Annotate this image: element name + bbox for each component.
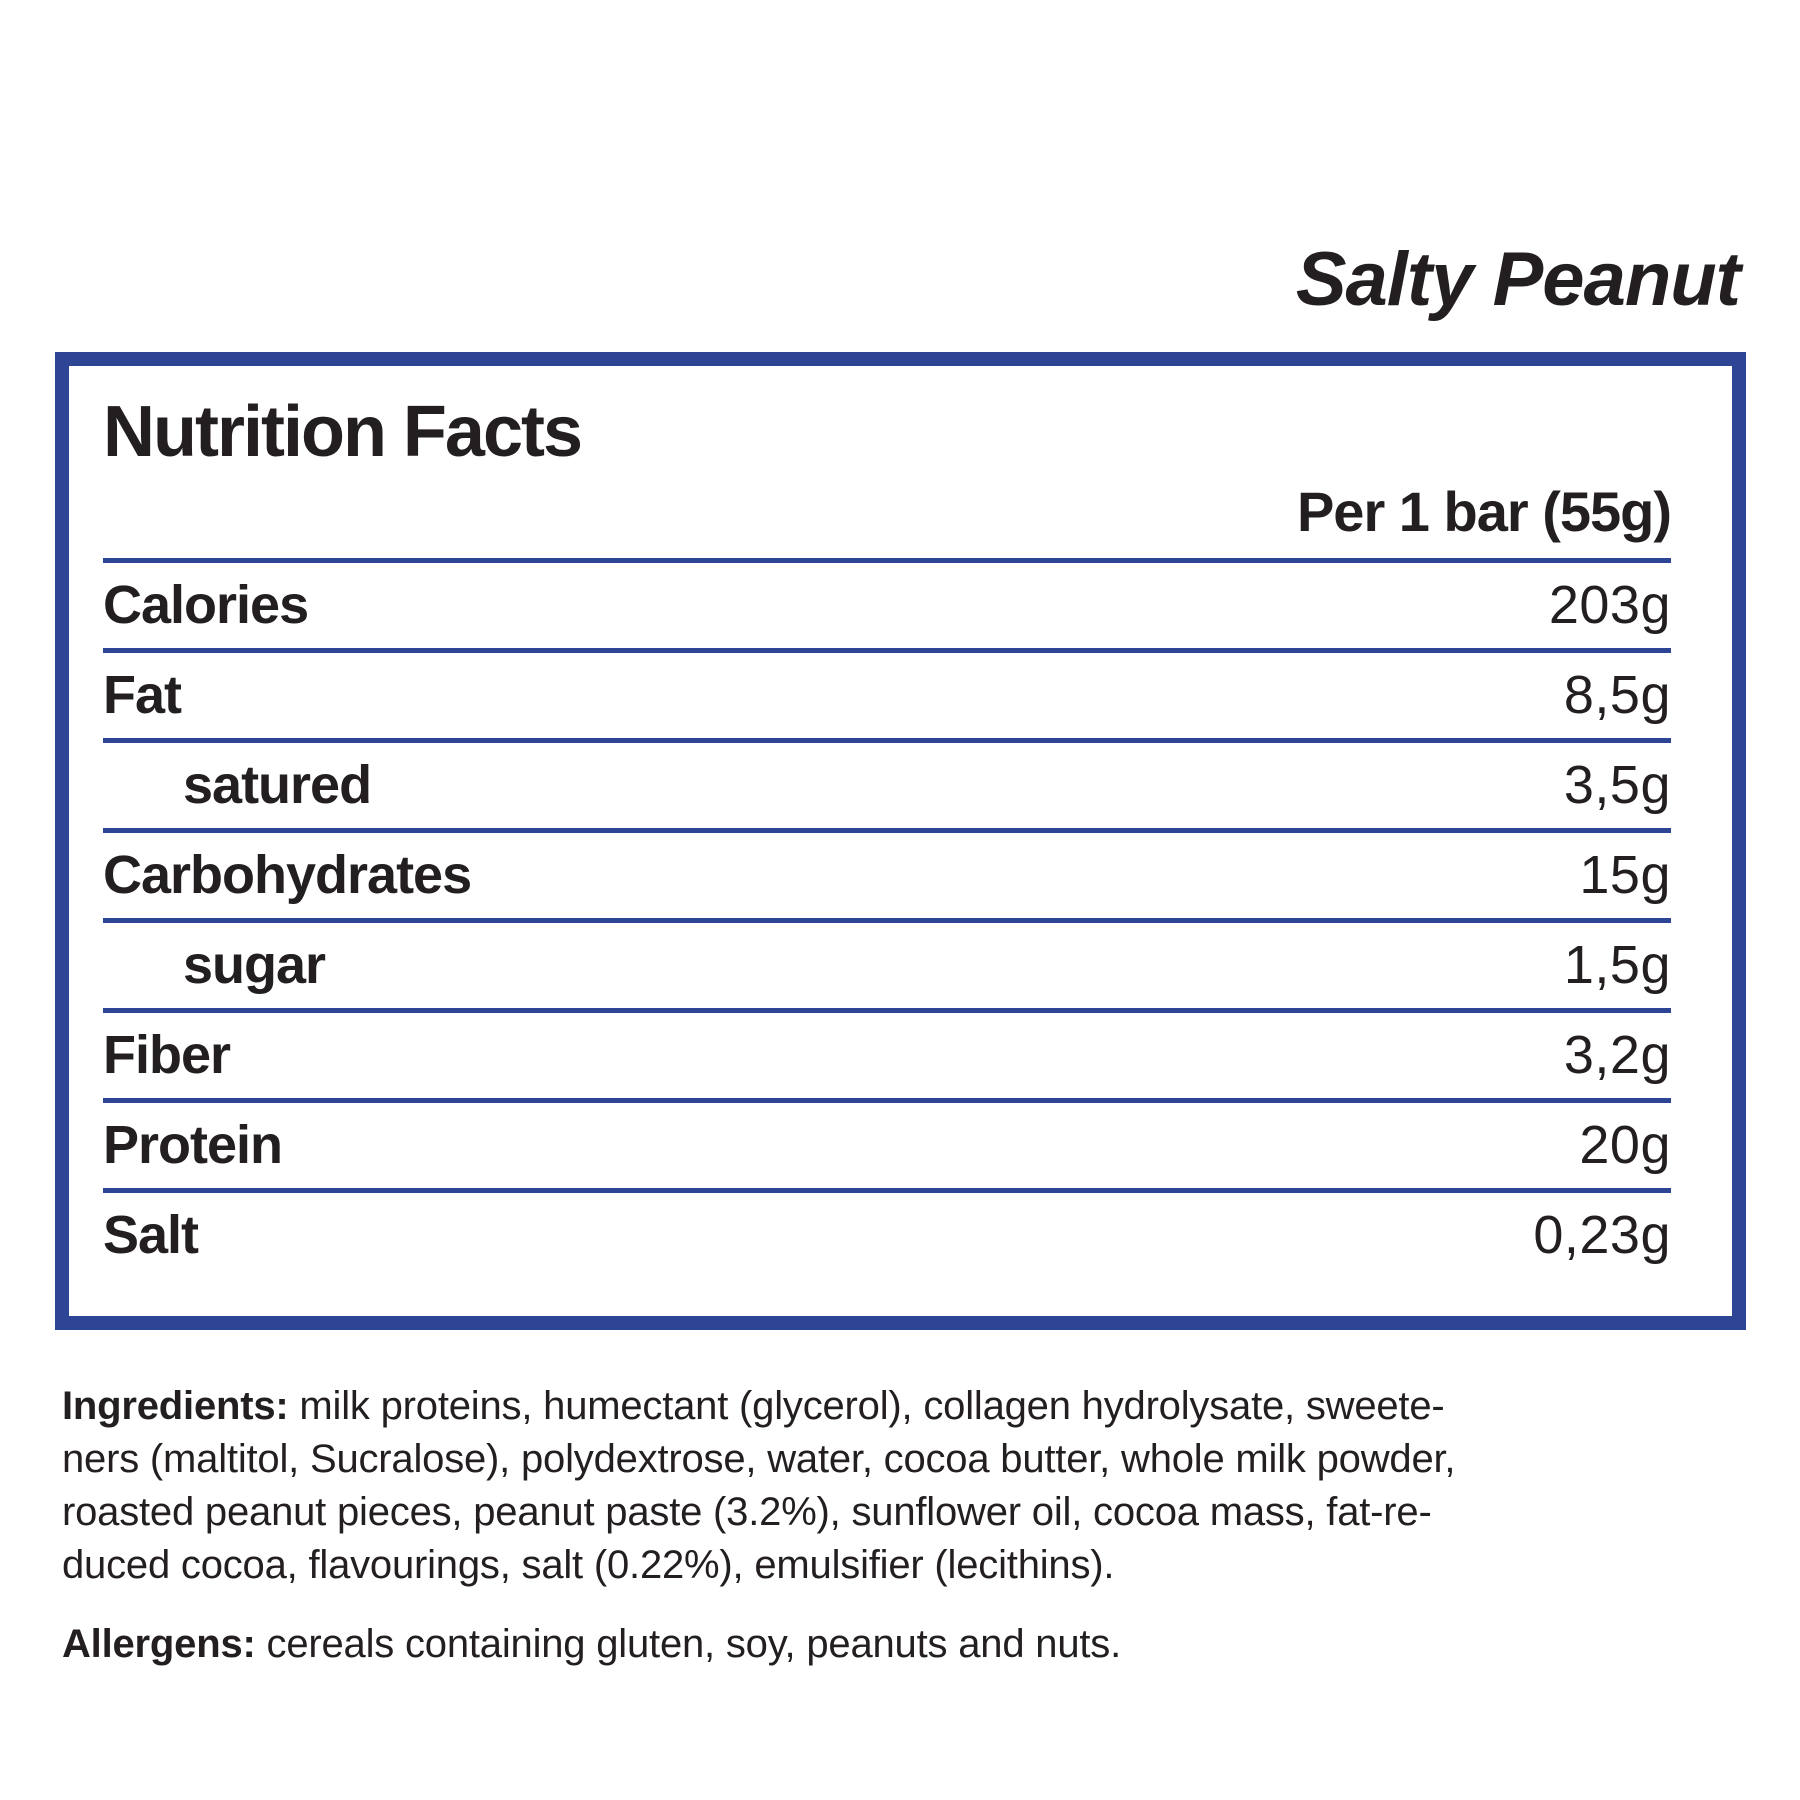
- serving-size-header: Per 1 bar (55g): [103, 479, 1672, 563]
- product-flavor-title: Salty Peanut: [1295, 237, 1741, 322]
- nutrient-label: Fiber: [103, 1025, 231, 1086]
- nutrient-label: Salt: [103, 1205, 199, 1266]
- nutrient-value: 20g: [1579, 1115, 1671, 1176]
- ingredients-section: Ingredients: milk proteins, humectant (g…: [62, 1380, 1762, 1592]
- nutrition-row: Calories 203g: [103, 563, 1671, 653]
- nutrition-facts-heading: Nutrition Facts: [103, 392, 583, 472]
- nutrition-table: Calories 203g Fat 8,5g satured 3,5g Carb…: [103, 563, 1671, 1278]
- nutrition-row: Protein 20g: [103, 1103, 1671, 1193]
- nutrient-value: 3,5g: [1563, 755, 1671, 816]
- ingredients-text: milk proteins, humectant (glycerol), col…: [62, 1384, 1456, 1587]
- nutrition-row: Fiber 3,2g: [103, 1013, 1671, 1103]
- allergens-text: cereals containing gluten, soy, peanuts …: [255, 1622, 1122, 1666]
- nutrient-value: 3,2g: [1563, 1025, 1671, 1086]
- allergens-section: Allergens: cereals containing gluten, so…: [62, 1618, 1762, 1671]
- nutrient-label: Fat: [103, 665, 182, 726]
- nutrient-label: Calories: [103, 575, 309, 636]
- nutrition-facts-box: Nutrition Facts Per 1 bar (55g) Calories…: [55, 352, 1746, 1330]
- nutrition-row: Fat 8,5g: [103, 653, 1671, 743]
- allergens-label: Allergens:: [62, 1622, 256, 1666]
- nutrition-row: sugar 1,5g: [103, 923, 1671, 1013]
- nutrition-row: Salt 0,23g: [103, 1193, 1671, 1278]
- nutrient-value: 203g: [1548, 575, 1671, 636]
- nutrition-row: Carbohydrates 15g: [103, 833, 1671, 923]
- nutrient-value: 15g: [1579, 845, 1671, 906]
- nutrient-label: satured: [183, 755, 372, 816]
- nutrient-value: 1,5g: [1563, 935, 1671, 996]
- nutrient-value: 8,5g: [1563, 665, 1671, 726]
- nutrient-value: 0,23g: [1533, 1205, 1671, 1266]
- ingredients-label: Ingredients:: [62, 1384, 289, 1428]
- nutrition-row: satured 3,5g: [103, 743, 1671, 833]
- nutrient-label: Carbohydrates: [103, 845, 472, 906]
- nutrient-label: Protein: [103, 1115, 283, 1176]
- nutrient-label: sugar: [183, 935, 326, 996]
